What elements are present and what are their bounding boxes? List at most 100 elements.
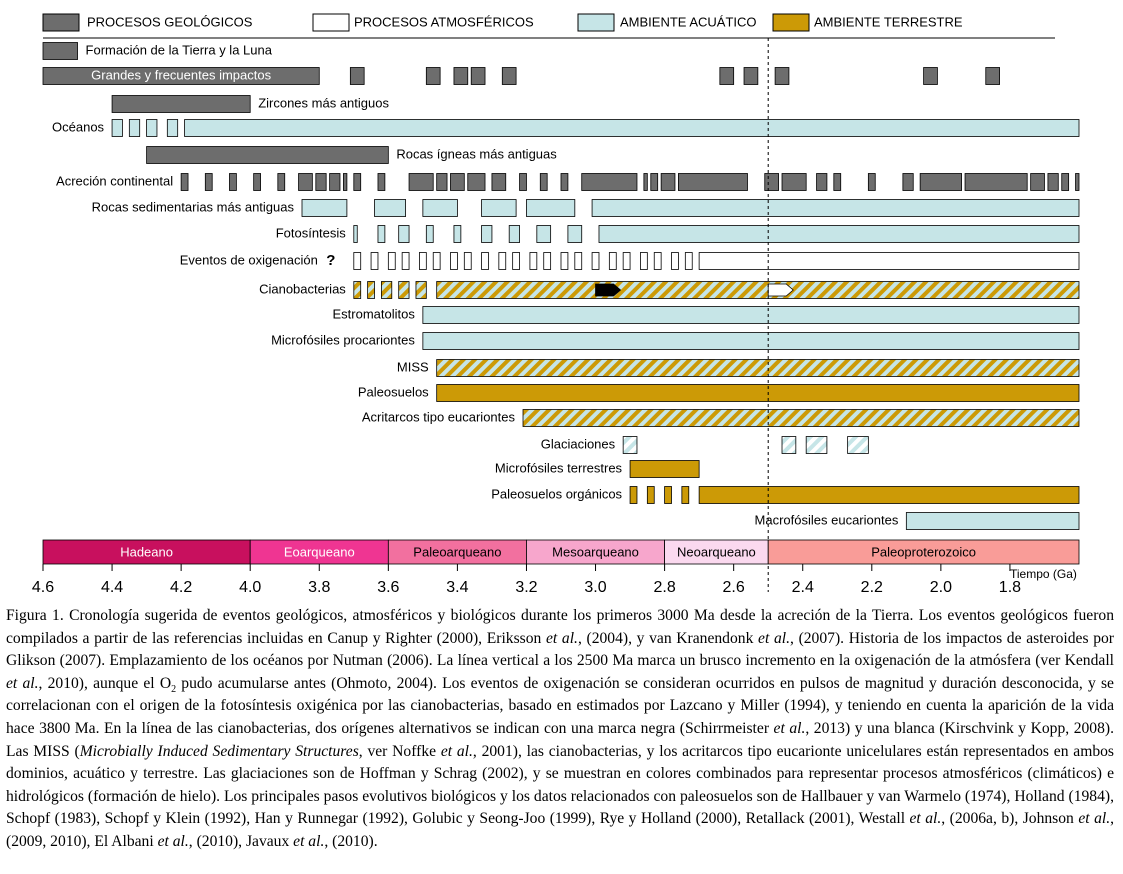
event-bar [453,225,462,243]
event-bar [450,173,465,191]
legend-swatch [312,13,350,32]
legend-swatch [577,13,615,32]
x-tick-label: 3.0 [584,579,606,596]
event-bar [408,173,434,191]
event-bar [985,67,1000,85]
event-bar [964,173,1028,191]
row-label: Glaciaciones [541,436,616,451]
event-bar [560,173,569,191]
event-bar [42,67,320,85]
caption-text: , (2009, 2010), El Albani [6,810,1114,850]
caption-text: 2 [171,683,177,695]
event-bar [519,173,527,191]
event-bar [774,67,790,85]
event-bar [781,173,807,191]
row-label: Zircones más antiguos [258,95,389,110]
row-label: Macrofósiles eucariontes [755,512,899,527]
event-bar [398,281,410,299]
event-bar [919,173,962,191]
caption-text: , 2001), las cianobacterias, y los acrit… [6,742,1114,828]
event-bar [42,42,78,60]
event-bar [277,173,286,191]
event-bar [629,486,638,504]
event-bar [1075,173,1080,191]
event-bar [315,173,327,191]
era-label: Neoarqueano [677,544,756,559]
legend-label: PROCESOS ATMOSFÉRICOS [354,14,534,29]
row-label: Acritarcos tipo eucariontes [362,409,516,424]
event-bar [481,199,517,217]
event-bar [923,67,938,85]
caption-text: et al. [909,810,942,828]
event-bar [781,436,797,454]
event-bar [353,252,362,270]
event-bar [653,252,662,270]
event-bar [467,173,486,191]
x-tick-label: 3.4 [446,579,468,596]
era-band [767,539,1080,565]
chart: PROCESOS GEOLÓGICOS PROCESOS ATMOSFÉRICOS… [32,13,1080,596]
x-tick-label: 1.8 [999,579,1021,596]
event-bar [743,67,759,85]
event-bar [367,281,375,299]
event-bar [184,119,1080,137]
event-bar [560,252,569,270]
legend-label: AMBIENTE TERRESTRE [814,14,963,29]
event-bar [591,252,600,270]
event-bar [522,409,1080,427]
row-note: ? [326,252,335,269]
event-bar [381,281,393,299]
event-bar [764,173,779,191]
event-bar [543,252,552,270]
caption-text: et al. [758,629,790,647]
era-label: Eoarqueano [284,544,355,559]
event-bar [567,225,583,243]
event-bar [253,173,261,191]
event-bar [608,252,617,270]
event-bar [591,199,1080,217]
event-bar [643,173,648,191]
event-bar [353,173,362,191]
event-bar [301,199,348,217]
event-bar [481,252,489,270]
event-bar [833,173,842,191]
event-bar [598,225,1080,243]
event-bar [1061,173,1070,191]
row-label: Microfósiles procariontes [271,332,415,347]
row-label: Paleosuelos [358,384,429,399]
event-bar [436,173,448,191]
row-label: Eventos de oxigenación [180,252,318,267]
era-band [526,539,666,565]
event-bar [536,225,552,243]
event-bar [512,252,520,270]
event-bar [128,119,141,137]
event-bar [298,173,313,191]
event-bar [422,199,458,217]
x-tick-label: 2.2 [861,579,883,596]
figure-caption: Figura 1. Cronología sugerida de eventos… [6,605,1114,854]
era-label: Paleoarqueano [413,544,501,559]
era-label: Mesoarqueano [552,544,639,559]
event-bar [681,486,690,504]
origin-marker [595,283,622,297]
caption-text: , (2007). Historia de los impactos de as… [6,629,1114,670]
event-bar [1047,173,1059,191]
event-bar [398,225,410,243]
row-label: Cianobacterias [259,281,346,296]
event-bar [470,67,486,85]
event-bar [387,252,396,270]
era-band [249,539,389,565]
event-bar [343,173,348,191]
event-bar [905,512,1080,530]
x-tick-label: 3.8 [308,579,330,596]
x-tick-label: 2.0 [930,579,952,596]
event-bar [353,281,362,299]
event-bar [436,384,1080,402]
event-bar [660,173,676,191]
event-bar [422,306,1080,324]
caption-text: , (2006a, b), Johnson [941,810,1079,828]
event-bar [401,252,410,270]
x-tick-label: 3.2 [515,579,537,596]
event-bar [349,67,365,85]
event-bar [425,225,434,243]
